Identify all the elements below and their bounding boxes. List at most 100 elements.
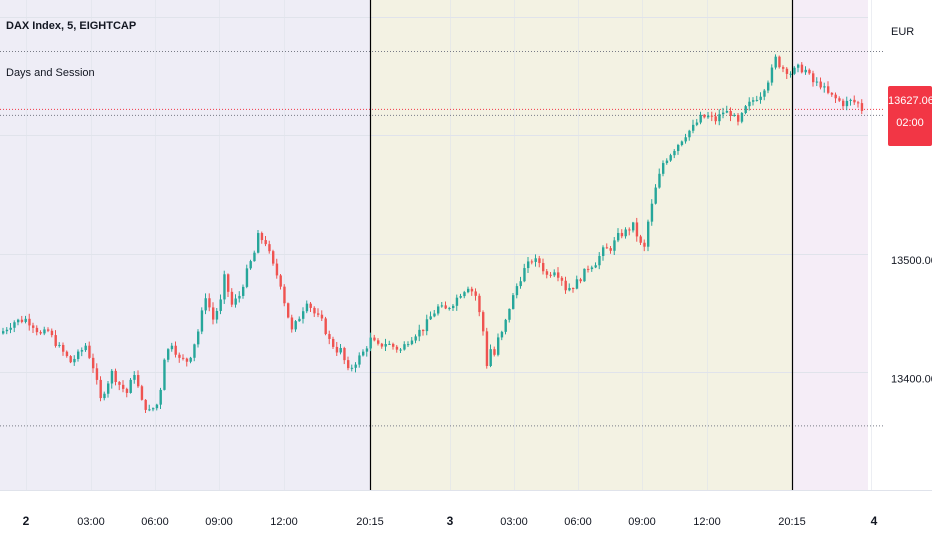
candle <box>414 334 417 344</box>
candle <box>474 288 477 301</box>
candle <box>774 54 777 70</box>
time-axis-label: 03:00 <box>77 516 105 528</box>
candle <box>290 314 294 333</box>
candle <box>77 349 80 362</box>
candle-body <box>347 360 350 369</box>
candle <box>482 310 485 336</box>
candle-body <box>99 379 102 399</box>
candle <box>395 345 399 353</box>
candle <box>635 217 639 242</box>
time-axis[interactable]: 2 03:00 06:00 09:00 12:00 20:15 3 03:00 06:00 09:… <box>23 514 878 528</box>
candle <box>110 369 114 389</box>
candle <box>197 329 200 348</box>
candle <box>804 66 807 75</box>
candle <box>313 306 316 317</box>
candle <box>778 55 781 69</box>
candle-body <box>812 73 815 83</box>
candle-body <box>688 130 691 138</box>
time-axis-label: 12:00 <box>693 516 721 528</box>
candle <box>13 320 16 333</box>
candle <box>542 258 545 275</box>
candle <box>617 228 620 243</box>
candle-body <box>748 101 751 107</box>
candle <box>523 263 526 283</box>
candle <box>530 259 534 265</box>
price-axis-label: 13500.00 <box>891 255 932 267</box>
candle <box>287 302 290 319</box>
candle <box>20 315 24 324</box>
candle-body <box>335 346 339 353</box>
candle-body <box>485 331 489 367</box>
candle <box>797 63 800 73</box>
candle-body <box>253 252 256 262</box>
time-axis-label: 20:15 <box>778 516 806 528</box>
candle <box>384 338 387 352</box>
candle-body <box>643 242 646 247</box>
candle <box>493 346 496 357</box>
candle-body <box>515 286 519 296</box>
price-axis[interactable]: 13500.00 13400.00 <box>891 255 932 386</box>
candle-body <box>452 305 455 309</box>
candle-body <box>830 92 834 95</box>
candle-body <box>17 319 20 323</box>
candle-body <box>260 233 264 241</box>
candle <box>369 332 372 352</box>
candle <box>272 249 275 266</box>
candle-body <box>77 351 80 359</box>
candle-body <box>793 67 796 74</box>
candle <box>590 265 594 272</box>
candle-body <box>598 255 601 266</box>
candle <box>470 286 474 296</box>
candle <box>624 227 627 239</box>
candle <box>324 316 327 336</box>
candle <box>733 113 736 117</box>
candle <box>249 259 252 270</box>
candle-body <box>530 261 534 263</box>
candle <box>849 98 852 106</box>
symbol-title[interactable]: DAX Index, 5, EIGHTCAP <box>6 20 137 32</box>
candle <box>2 327 5 335</box>
reference-levels <box>0 50 885 427</box>
candle-body <box>662 163 665 174</box>
candle-body <box>410 340 414 345</box>
candle <box>560 276 564 286</box>
candle <box>613 237 616 256</box>
candle <box>699 111 702 125</box>
indicator-label[interactable]: Days and Session <box>6 67 95 79</box>
currency-label: EUR <box>891 26 915 38</box>
candle-body <box>624 229 627 237</box>
candle-body <box>43 329 46 334</box>
candle <box>718 109 721 126</box>
candle <box>305 300 309 314</box>
candle-body <box>763 90 766 97</box>
candle-body <box>185 358 189 362</box>
candle <box>47 327 50 333</box>
candle-body <box>313 307 316 314</box>
candle-body <box>448 308 451 310</box>
candle <box>114 368 117 386</box>
candle <box>80 347 84 357</box>
candle-body <box>148 409 151 411</box>
candle-body <box>478 295 481 313</box>
candle-body <box>167 349 170 360</box>
candle-body <box>358 355 361 365</box>
candle-body <box>9 327 12 330</box>
candle-body <box>710 115 714 117</box>
candle <box>602 245 605 261</box>
candle-body <box>579 279 582 282</box>
candle-body <box>47 329 50 331</box>
candle <box>515 283 519 299</box>
candle <box>564 276 567 294</box>
candle-body <box>275 263 279 276</box>
candle <box>302 307 305 324</box>
candle <box>17 318 20 326</box>
candle <box>107 381 110 398</box>
candle <box>32 322 35 333</box>
candle-body <box>5 329 9 332</box>
candle <box>808 68 811 75</box>
candle-body <box>789 73 792 75</box>
candle <box>695 118 699 127</box>
candle <box>339 344 342 355</box>
candle-body <box>602 247 605 256</box>
